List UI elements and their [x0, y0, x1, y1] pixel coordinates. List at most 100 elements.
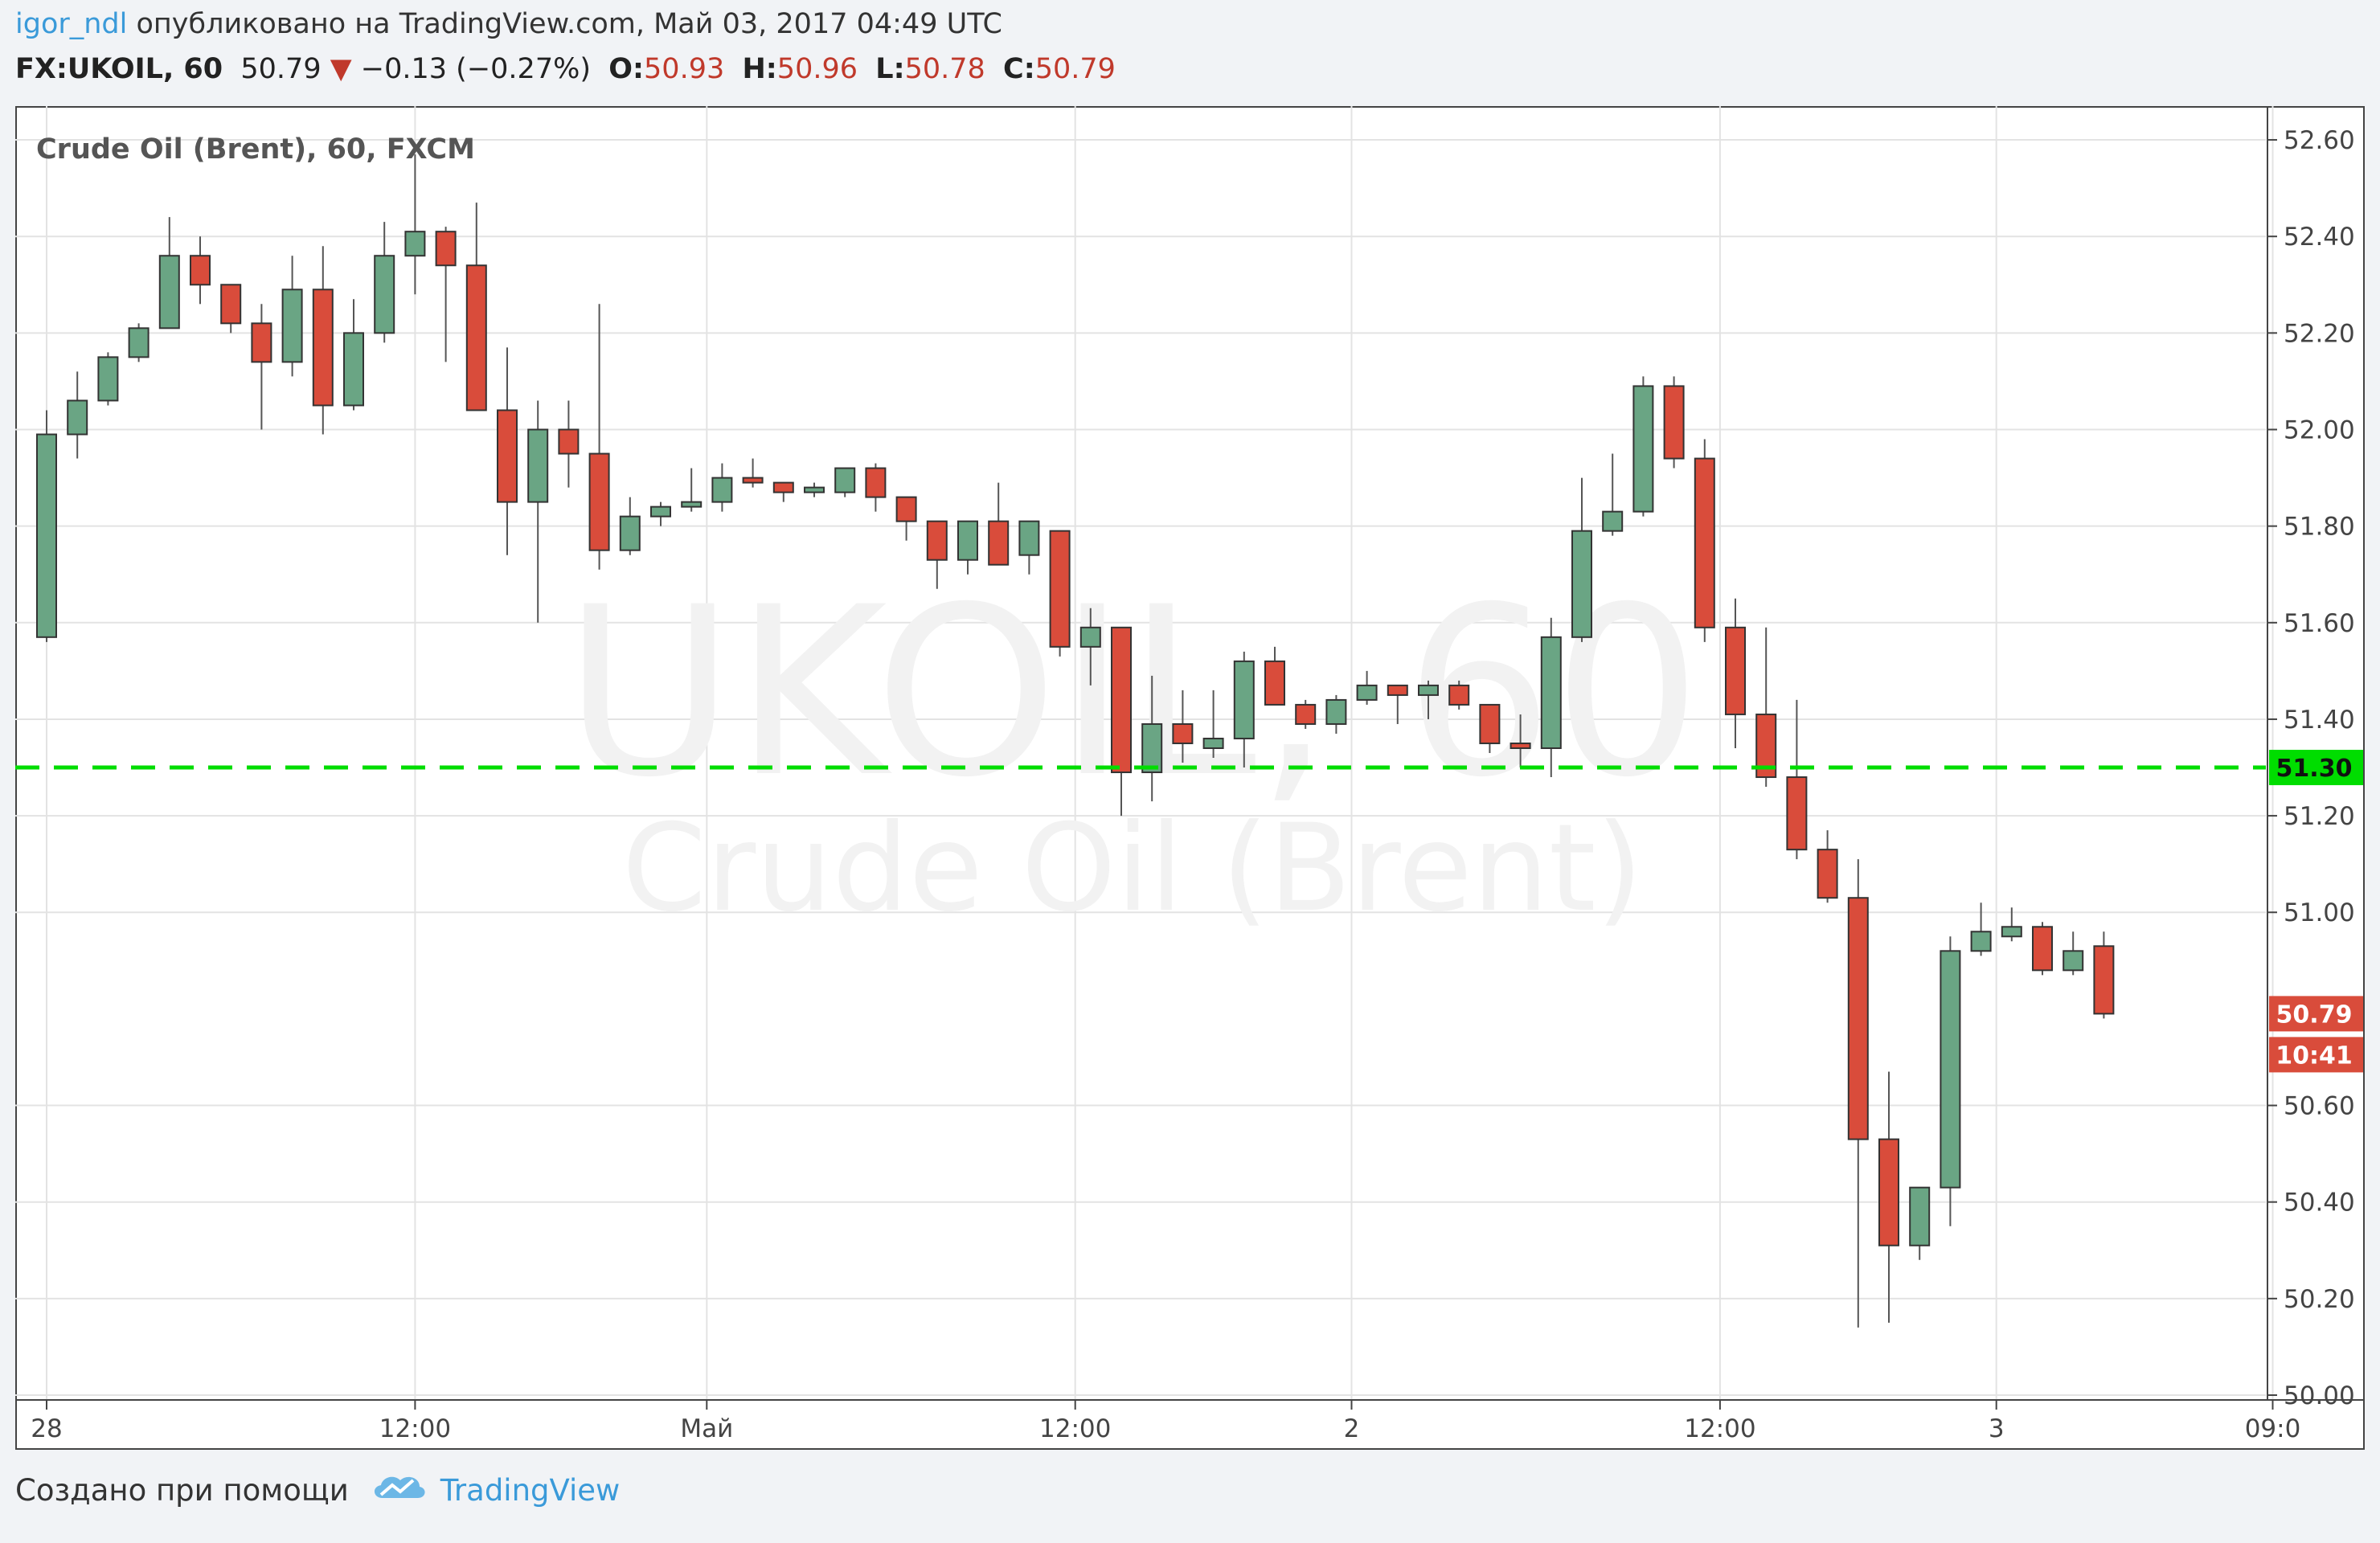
candle-body-down	[1847, 897, 1869, 1140]
candle[interactable]	[558, 400, 580, 488]
candle-body-up	[1325, 698, 1347, 725]
candle[interactable]	[281, 256, 303, 377]
x-tick-label: 2	[1344, 1414, 1360, 1443]
price-change: −0.13 (−0.27%)	[360, 53, 592, 85]
candle[interactable]	[251, 304, 272, 430]
candle[interactable]	[1602, 453, 1624, 536]
candle[interactable]	[1725, 598, 1746, 748]
candle[interactable]	[1325, 694, 1347, 734]
candle[interactable]	[527, 400, 549, 623]
candle[interactable]	[1356, 670, 1378, 705]
candle[interactable]	[1540, 617, 1562, 778]
price-chart[interactable]: UKOIL, 60 Crude Oil (Brent) 52.6052.4052…	[15, 106, 2365, 1450]
candle-body-up	[36, 433, 57, 638]
candle[interactable]	[1878, 1071, 1899, 1323]
x-tick-label: 09:0	[2245, 1414, 2301, 1443]
candle[interactable]	[1202, 690, 1224, 759]
candle[interactable]	[1418, 680, 1439, 719]
x-tick-label: 3	[1989, 1414, 2005, 1443]
tradingview-brand-link[interactable]: TradingView	[440, 1473, 621, 1508]
candle[interactable]	[36, 410, 57, 642]
y-tick-label: 50.60	[2284, 1092, 2355, 1121]
candles	[36, 154, 2115, 1328]
candle-body-up	[2001, 926, 2022, 938]
candle[interactable]	[1264, 646, 1285, 706]
price-axis[interactable]: 52.60 52.40 52.20 52.00 51.80 51.60 51.40 51.20…	[2267, 126, 2355, 1410]
y-tick-label: 51.20	[2284, 802, 2355, 831]
y-tick-label: 51.60	[2284, 609, 2355, 638]
candle[interactable]	[988, 482, 1010, 566]
candle[interactable]	[1663, 376, 1685, 469]
candle[interactable]	[220, 284, 242, 334]
tradingview-cloud-icon[interactable]	[370, 1471, 429, 1510]
candle[interactable]	[804, 482, 825, 497]
candle[interactable]	[681, 468, 703, 512]
close-value: 50.79	[1034, 53, 1116, 85]
candle-body-up	[1940, 950, 1961, 1189]
candle[interactable]	[588, 304, 610, 570]
candle[interactable]	[158, 217, 180, 329]
candle[interactable]	[343, 299, 364, 411]
candle[interactable]	[312, 246, 334, 435]
candle[interactable]	[2032, 922, 2053, 976]
candle[interactable]	[128, 323, 150, 362]
candle[interactable]	[1847, 859, 1869, 1328]
candle[interactable]	[1141, 675, 1163, 802]
candle[interactable]	[895, 496, 917, 541]
candle[interactable]	[2093, 931, 2115, 1019]
candle[interactable]	[1448, 680, 1470, 710]
candle[interactable]	[1909, 1186, 1931, 1260]
candle[interactable]	[650, 501, 671, 526]
candle[interactable]	[1172, 690, 1194, 763]
candle-body-down	[926, 520, 948, 561]
candle[interactable]	[1694, 439, 1715, 642]
candle[interactable]	[404, 154, 426, 295]
candle-body-up	[804, 486, 825, 493]
candle-body-down	[465, 264, 487, 411]
candle[interactable]	[2063, 931, 2084, 976]
candle-body-down	[1510, 742, 1531, 749]
candle[interactable]	[1018, 520, 1040, 575]
candle[interactable]	[190, 236, 211, 305]
created-with-text: Создано при помощи	[15, 1473, 349, 1508]
x-tick-label: 28	[31, 1414, 62, 1443]
candle[interactable]	[742, 458, 764, 488]
y-tick-label: 52.20	[2284, 319, 2355, 348]
candle[interactable]	[1233, 651, 1255, 768]
candle[interactable]	[1111, 626, 1132, 817]
candle[interactable]	[1079, 608, 1101, 686]
candle[interactable]	[1295, 699, 1317, 729]
candle[interactable]	[2001, 907, 2022, 942]
candle[interactable]	[465, 203, 487, 411]
candle[interactable]	[1970, 902, 1992, 956]
author-link[interactable]: igor_ndl	[15, 8, 128, 40]
candle[interactable]	[374, 222, 395, 343]
candle[interactable]	[865, 463, 887, 512]
candle-body-up	[527, 428, 549, 503]
candle[interactable]	[1940, 936, 1961, 1226]
high-label: H:	[742, 53, 777, 85]
candle[interactable]	[1632, 376, 1654, 517]
candle[interactable]	[1510, 714, 1531, 768]
candle[interactable]	[97, 352, 119, 406]
candle[interactable]	[834, 467, 856, 497]
candle[interactable]	[1479, 703, 1501, 753]
candle[interactable]	[1755, 627, 1777, 788]
candle[interactable]	[711, 463, 733, 512]
time-axis[interactable]: 28 12:00 Май 12:00 2 12:00 3 09:0	[31, 1400, 2300, 1443]
candle[interactable]	[1571, 477, 1592, 642]
candle[interactable]	[1786, 699, 1808, 860]
candle[interactable]	[926, 520, 948, 589]
candle[interactable]	[619, 497, 641, 555]
candle-body-down	[1295, 703, 1317, 725]
candle[interactable]	[497, 347, 518, 555]
candle[interactable]	[1049, 530, 1071, 657]
last-price-label: 50.79 10:41	[2269, 996, 2363, 1073]
y-tick-label: 50.40	[2284, 1189, 2355, 1218]
candle[interactable]	[1387, 684, 1408, 724]
candle[interactable]	[957, 520, 978, 575]
candle[interactable]	[772, 481, 794, 502]
candle[interactable]	[67, 371, 88, 459]
candle[interactable]	[435, 227, 457, 362]
candle[interactable]	[1817, 830, 1838, 903]
